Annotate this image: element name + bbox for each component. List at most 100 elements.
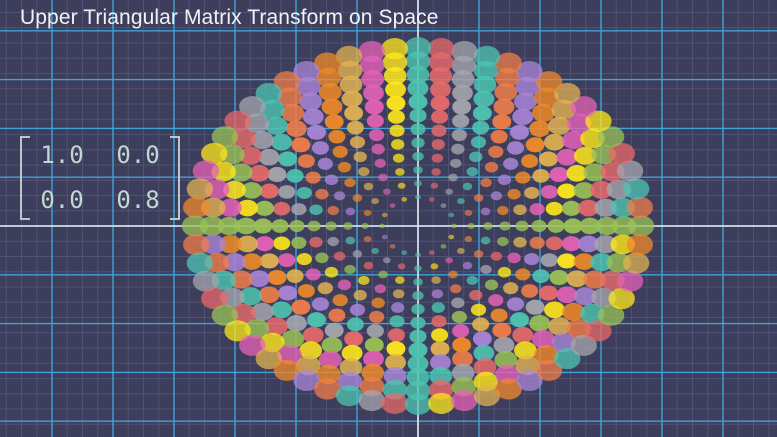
dot bbox=[296, 76, 321, 97]
dot bbox=[378, 173, 388, 182]
dot bbox=[626, 234, 653, 256]
dot bbox=[510, 312, 529, 328]
dot bbox=[293, 369, 320, 392]
dot bbox=[223, 253, 246, 272]
dot bbox=[472, 120, 490, 135]
dot bbox=[590, 253, 613, 272]
dot bbox=[223, 180, 246, 199]
dot bbox=[363, 182, 374, 191]
dot bbox=[473, 90, 495, 108]
dot bbox=[464, 209, 473, 216]
page-title: Upper Triangular Matrix Transform on Spa… bbox=[20, 6, 439, 29]
dot bbox=[566, 165, 588, 182]
dot bbox=[431, 315, 447, 328]
dot bbox=[281, 103, 304, 122]
dot bbox=[473, 45, 501, 67]
dot bbox=[410, 123, 426, 136]
dot bbox=[521, 154, 539, 168]
dot bbox=[378, 270, 388, 279]
dot bbox=[616, 160, 644, 182]
dot bbox=[626, 196, 653, 218]
dot bbox=[473, 75, 497, 94]
dot bbox=[324, 322, 344, 338]
dot bbox=[464, 236, 473, 243]
dot bbox=[493, 336, 515, 354]
dot bbox=[488, 294, 504, 307]
dot bbox=[251, 131, 274, 150]
dot bbox=[431, 124, 447, 137]
dot bbox=[534, 345, 559, 365]
dot bbox=[470, 136, 487, 149]
dot bbox=[597, 126, 625, 148]
dot bbox=[315, 252, 329, 264]
dot bbox=[494, 350, 518, 369]
dot bbox=[389, 315, 405, 328]
dot bbox=[573, 253, 595, 270]
dot bbox=[548, 317, 571, 336]
dot bbox=[534, 87, 559, 107]
dot bbox=[289, 219, 305, 233]
dot bbox=[566, 113, 592, 134]
dot bbox=[490, 251, 503, 261]
dot bbox=[535, 71, 563, 93]
dot bbox=[392, 289, 405, 299]
dot bbox=[570, 334, 597, 356]
dot bbox=[382, 257, 391, 264]
dot bbox=[412, 291, 424, 301]
dot bbox=[327, 236, 339, 247]
dot bbox=[480, 264, 492, 274]
dot bbox=[406, 65, 430, 84]
dot bbox=[324, 114, 344, 130]
dot bbox=[484, 279, 499, 291]
dot bbox=[186, 252, 214, 274]
dot bbox=[473, 385, 501, 407]
dot bbox=[267, 269, 287, 286]
dot bbox=[580, 128, 605, 149]
dot bbox=[450, 158, 462, 168]
dot bbox=[531, 219, 547, 233]
dot bbox=[538, 285, 558, 301]
dot bbox=[466, 167, 478, 177]
dot bbox=[371, 247, 379, 255]
dot bbox=[381, 392, 408, 414]
dot bbox=[364, 99, 384, 115]
dot bbox=[524, 186, 540, 199]
dot bbox=[307, 312, 326, 328]
dot bbox=[561, 236, 581, 252]
matrix-left-bracket bbox=[20, 136, 30, 220]
dot bbox=[413, 278, 423, 286]
dot bbox=[224, 110, 251, 132]
dot bbox=[457, 197, 465, 205]
dot bbox=[371, 297, 385, 309]
dot bbox=[278, 285, 298, 301]
dot bbox=[492, 322, 512, 338]
dot bbox=[497, 205, 509, 216]
dot bbox=[335, 385, 363, 407]
dot bbox=[299, 92, 322, 111]
dot bbox=[451, 70, 475, 89]
dot bbox=[211, 126, 239, 148]
dot bbox=[544, 301, 565, 319]
dot bbox=[562, 302, 585, 321]
dot bbox=[590, 180, 613, 199]
dot bbox=[627, 215, 655, 237]
dot bbox=[363, 209, 372, 216]
dot bbox=[389, 244, 396, 249]
dot bbox=[286, 169, 304, 183]
dot bbox=[515, 268, 531, 281]
dot bbox=[484, 161, 499, 173]
dot bbox=[407, 80, 429, 97]
dot bbox=[183, 196, 210, 218]
dot bbox=[335, 45, 363, 67]
dot bbox=[594, 198, 617, 217]
dot bbox=[386, 95, 406, 111]
dot bbox=[374, 284, 386, 294]
dot bbox=[302, 326, 324, 344]
dot bbox=[349, 303, 366, 316]
dot bbox=[344, 178, 356, 188]
dot bbox=[574, 287, 597, 306]
dot bbox=[265, 317, 288, 336]
dot bbox=[538, 151, 558, 167]
matrix-cell-b: 0.0 bbox=[116, 141, 160, 169]
